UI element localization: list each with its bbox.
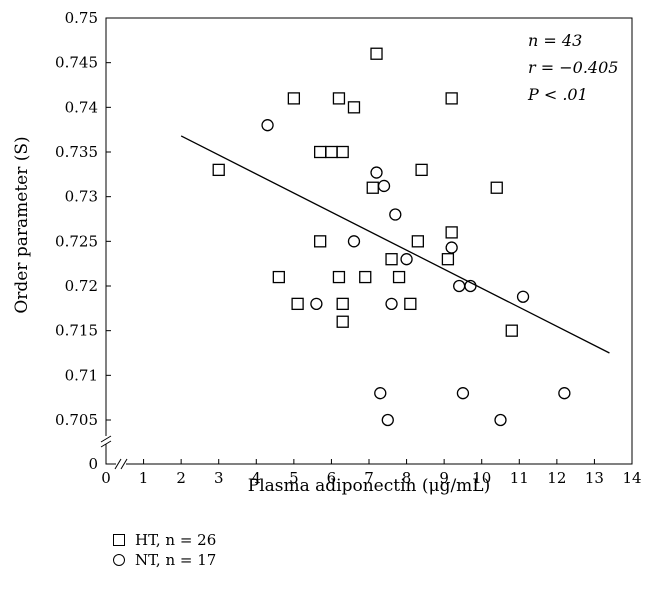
y-tick-label: 0.745: [55, 54, 98, 72]
x-tick-label: 10: [472, 469, 491, 487]
x-tick-label: 13: [585, 469, 604, 487]
ht-data-point: [291, 297, 304, 311]
nt-data-point: [310, 297, 323, 311]
ht-data-point: [336, 297, 349, 311]
nt-data-point: [261, 119, 274, 132]
ht-data-point: [445, 92, 458, 105]
ht-data-point: [411, 235, 424, 248]
x-tick-label: 7: [364, 469, 374, 487]
legend-entry-ht: HT, n = 26: [112, 530, 216, 550]
ht-data-point: [505, 324, 518, 337]
y-tick-label-zero: 0: [88, 455, 98, 473]
stat-annotation: n = 43: [528, 31, 582, 50]
nt-data-point: [381, 413, 394, 427]
tick-labels: 0 1 2 3 4 5 6 7 8 9 10 11 12 13 140.7050.710.7150.720.…: [55, 9, 642, 487]
nt-data-point: [516, 290, 530, 303]
y-tick-label: 0.75: [65, 9, 98, 27]
ht-data-point: [445, 226, 458, 239]
nt-data-point: [558, 387, 571, 400]
statistics-annotations: n = 43 r = −0.405 P < .01: [527, 31, 618, 104]
nt-data-point: [453, 279, 466, 293]
x-tick-label: 12: [547, 469, 566, 487]
nt-data-point: [445, 241, 458, 254]
nt-data-point: [400, 253, 413, 266]
legend-entry-nt: NT, n = 17: [112, 550, 216, 570]
x-tick-label: 6: [327, 469, 337, 487]
x-tick-label: 4: [252, 469, 262, 487]
square-marker-icon: [113, 534, 125, 546]
nt-data-point: [389, 208, 402, 221]
x-tick-label: 14: [622, 469, 641, 487]
ht-data-point: [212, 163, 225, 177]
x-axis-label: Plasma adiponectin (μg/mL): [248, 476, 490, 496]
ht-data-point: [314, 235, 327, 248]
ht-data-point: [366, 181, 379, 194]
x-tick-label: 9: [439, 469, 449, 487]
y-tick-label: 0.705: [55, 411, 98, 429]
ht-data-point: [332, 92, 346, 105]
y-tick-label: 0.73: [65, 188, 98, 206]
nt-data-point: [377, 179, 391, 193]
ht-data-point: [336, 145, 349, 159]
ht-data-point: [359, 270, 372, 284]
data-points: [212, 47, 571, 427]
ht-data-point: [441, 253, 455, 266]
nt-data-point: [456, 387, 470, 400]
x-tick-label: 0: [101, 469, 111, 487]
nt-data-point: [347, 235, 361, 248]
ht-data-point: [336, 315, 349, 328]
y-tick-label: 0.72: [65, 277, 98, 295]
axes: [100, 17, 633, 470]
y-tick-label: 0.735: [55, 143, 98, 161]
legend-label-ht: HT, n = 26: [135, 531, 217, 549]
x-tick-label: 5: [289, 469, 299, 487]
ht-data-point: [332, 270, 346, 284]
ht-data-point: [490, 181, 503, 194]
regression-line-group: [180, 135, 610, 354]
circle-marker-icon: [113, 554, 125, 566]
ht-data-point: [392, 270, 406, 284]
y-axis-break-mark: [100, 435, 112, 443]
regression-line: [180, 135, 610, 354]
legend-label-nt: NT, n = 17: [135, 551, 217, 569]
ht-data-point: [415, 163, 428, 177]
x-tick-label: 3: [214, 469, 224, 487]
x-tick-label: 2: [176, 469, 186, 487]
ht-data-point: [325, 145, 338, 159]
y-axis-break-mark: [100, 440, 112, 448]
ht-data-point: [347, 101, 361, 114]
y-axis-break-gap: [100, 436, 112, 444]
nt-data-point: [494, 413, 507, 427]
ht-data-point: [370, 47, 383, 60]
ht-data-point: [385, 253, 398, 266]
x-tick-label: 11: [510, 469, 529, 487]
y-axis-label: Order parameter (S): [12, 136, 32, 313]
x-tick-label: 8: [402, 469, 412, 487]
ht-data-point: [287, 92, 301, 105]
ht-data-point: [314, 145, 327, 159]
legend: HT, n = 26 NT, n = 17: [112, 530, 216, 570]
stat-annotation: P < .01: [527, 85, 588, 104]
x-axis-break-gap: [116, 458, 126, 470]
y-tick-label: 0.715: [55, 322, 98, 340]
ht-data-point: [272, 270, 285, 284]
y-tick-label: 0.71: [65, 366, 98, 384]
nt-data-point: [370, 166, 383, 179]
x-tick-label: 1: [139, 469, 149, 487]
nt-data-point: [374, 387, 387, 400]
y-tick-label: 0.725: [55, 232, 98, 250]
x-axis-break-mark: [114, 458, 122, 470]
y-tick-label: 0.74: [65, 98, 98, 116]
x-axis-break-mark: [120, 458, 128, 470]
nt-data-point: [385, 297, 398, 311]
ht-data-point: [404, 297, 417, 311]
stat-annotation: r = −0.405: [528, 58, 618, 77]
